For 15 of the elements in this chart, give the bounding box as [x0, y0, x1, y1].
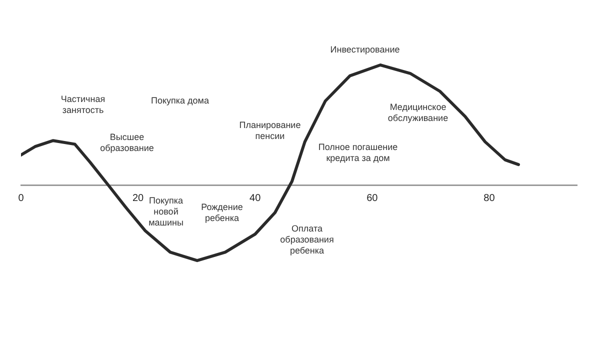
annotation: Оплата образования ребенка	[280, 223, 334, 256]
annotation: Планирование пенсии	[239, 120, 301, 141]
x-tick-label: 40	[250, 192, 262, 204]
x-tick-label: 80	[484, 192, 496, 204]
annotation: Покупка новой машины	[148, 195, 184, 228]
text: Инвестирование	[330, 44, 400, 54]
annotation: Рождение ребенка	[201, 202, 243, 223]
x-tick-label: 60	[366, 192, 378, 204]
annotation: Частичная занятость	[60, 94, 106, 115]
annotation: Медицинское обслуживание	[388, 102, 448, 123]
annotation: Высшее образование	[100, 132, 154, 153]
x-tick-label: 20	[132, 192, 144, 204]
annotation: Полное погашение кредита за дом	[318, 142, 398, 163]
x-tick-label: 0	[18, 192, 24, 204]
annotation: Покупка дома	[151, 95, 209, 106]
